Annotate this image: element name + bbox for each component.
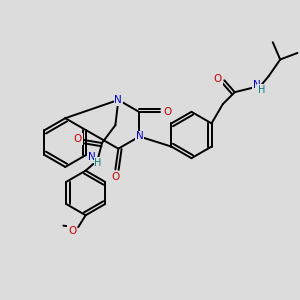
- Text: N: N: [88, 152, 96, 162]
- Text: O: O: [163, 106, 171, 116]
- Text: N: N: [253, 80, 260, 90]
- Text: N: N: [115, 95, 122, 105]
- Text: N: N: [136, 131, 143, 142]
- Text: H: H: [94, 158, 102, 168]
- Text: O: O: [214, 74, 222, 84]
- Text: O: O: [74, 134, 82, 144]
- Text: O: O: [111, 172, 119, 182]
- Text: O: O: [68, 226, 76, 236]
- Text: H: H: [258, 85, 265, 95]
